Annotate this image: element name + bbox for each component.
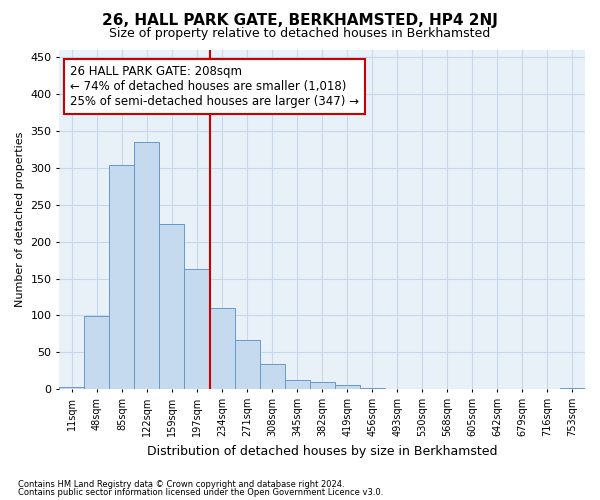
Text: 26 HALL PARK GATE: 208sqm
← 74% of detached houses are smaller (1,018)
25% of se: 26 HALL PARK GATE: 208sqm ← 74% of detac… — [70, 66, 359, 108]
Bar — [59, 387, 85, 389]
Bar — [134, 142, 160, 389]
X-axis label: Distribution of detached houses by size in Berkhamsted: Distribution of detached houses by size … — [147, 444, 497, 458]
Bar — [360, 388, 385, 389]
Bar — [284, 380, 310, 389]
Bar — [335, 386, 360, 389]
Text: 26, HALL PARK GATE, BERKHAMSTED, HP4 2NJ: 26, HALL PARK GATE, BERKHAMSTED, HP4 2NJ — [102, 12, 498, 28]
Bar — [560, 388, 585, 389]
Text: Size of property relative to detached houses in Berkhamsted: Size of property relative to detached ho… — [109, 28, 491, 40]
Bar — [109, 165, 134, 389]
Bar — [260, 364, 284, 389]
Bar — [160, 224, 184, 389]
Y-axis label: Number of detached properties: Number of detached properties — [15, 132, 25, 308]
Text: Contains public sector information licensed under the Open Government Licence v3: Contains public sector information licen… — [18, 488, 383, 497]
Bar — [85, 316, 109, 389]
Bar — [310, 382, 335, 389]
Bar — [209, 308, 235, 389]
Text: Contains HM Land Registry data © Crown copyright and database right 2024.: Contains HM Land Registry data © Crown c… — [18, 480, 344, 489]
Bar — [184, 269, 209, 389]
Bar — [235, 340, 260, 389]
